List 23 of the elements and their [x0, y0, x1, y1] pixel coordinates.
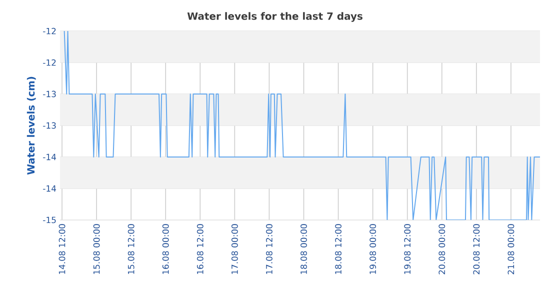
- chart-title: Water levels for the last 7 days: [187, 12, 362, 22]
- x-tick-label: 16.08 12:00: [196, 224, 204, 274]
- x-tick-label: 17.08 00:00: [231, 224, 238, 274]
- x-tick-label: 15.08 00:00: [93, 224, 100, 274]
- y-tick-label: -14: [43, 154, 56, 160]
- x-tick-label: 20.08 12:00: [473, 224, 480, 274]
- x-tick-label: 21.08 00:00: [508, 224, 514, 274]
- y-tick-label: -12: [43, 59, 56, 66]
- x-tick-label: 19.08 12:00: [404, 224, 411, 274]
- x-tick-label: 18.08 12:00: [335, 224, 342, 274]
- x-tick-label: 16.08 00:00: [162, 224, 169, 274]
- x-tick-label: 14.08 12:00: [58, 224, 66, 274]
- x-tick-label: 19.08 00:00: [370, 224, 376, 274]
- x-tick-label: 18.08 00:00: [300, 224, 307, 274]
- x-tick-label: 20.08 00:00: [438, 224, 446, 274]
- y-tick-label: -13: [43, 122, 56, 129]
- y-axis-title: Water levels (cm): [26, 76, 36, 175]
- y-tick-label: -12: [43, 28, 56, 34]
- y-tick-label: -13: [43, 90, 56, 98]
- x-tick-label: 15.08 12:00: [128, 224, 134, 274]
- y-tick-label: -15: [43, 216, 56, 224]
- y-tick-label: -14: [43, 185, 56, 192]
- x-tick-label: 17.08 12:00: [266, 224, 272, 274]
